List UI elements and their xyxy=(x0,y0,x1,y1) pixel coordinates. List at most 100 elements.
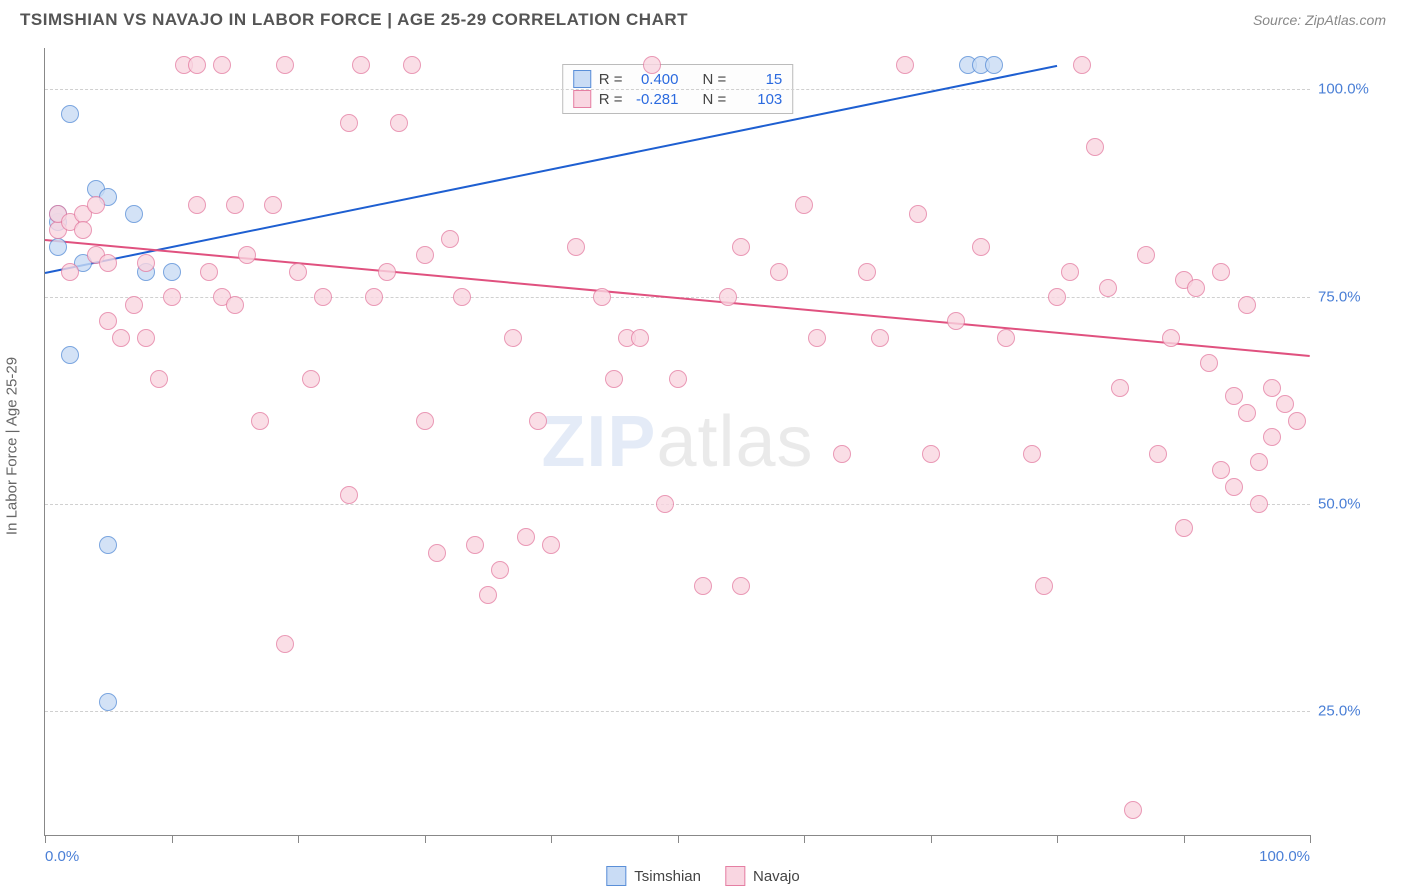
legend-label: Navajo xyxy=(753,868,800,885)
stats-row-tsimshian: R =0.400N =15 xyxy=(573,69,783,89)
stats-r-value: -0.281 xyxy=(631,91,679,108)
navajo-point xyxy=(213,56,231,74)
x-tick xyxy=(1184,835,1185,843)
navajo-point xyxy=(1175,519,1193,537)
tsimshian-swatch xyxy=(573,70,591,88)
tsimshian-point xyxy=(125,205,143,223)
navajo-point xyxy=(1238,296,1256,314)
navajo-legend-swatch xyxy=(725,866,745,886)
navajo-point xyxy=(1137,246,1155,264)
navajo-point xyxy=(909,205,927,223)
navajo-point xyxy=(833,445,851,463)
navajo-point xyxy=(1111,379,1129,397)
navajo-point xyxy=(428,544,446,562)
navajo-point xyxy=(542,536,560,554)
x-tick xyxy=(1310,835,1311,843)
navajo-point xyxy=(340,486,358,504)
navajo-point xyxy=(112,329,130,347)
navajo-point xyxy=(1288,412,1306,430)
navajo-point xyxy=(99,312,117,330)
navajo-point xyxy=(163,288,181,306)
navajo-point xyxy=(719,288,737,306)
x-tick xyxy=(425,835,426,843)
navajo-point xyxy=(1023,445,1041,463)
navajo-point xyxy=(1263,428,1281,446)
tsimshian-point xyxy=(49,238,67,256)
stats-r-label: R = xyxy=(599,91,623,108)
x-tick xyxy=(45,835,46,843)
navajo-point xyxy=(593,288,611,306)
navajo-point xyxy=(808,329,826,347)
y-axis-label: In Labor Force | Age 25-29 xyxy=(4,357,21,535)
tsimshian-point xyxy=(985,56,1003,74)
navajo-point xyxy=(466,536,484,554)
navajo-point xyxy=(491,561,509,579)
x-tick xyxy=(298,835,299,843)
navajo-point xyxy=(276,56,294,74)
navajo-point xyxy=(1061,263,1079,281)
navajo-point xyxy=(922,445,940,463)
tsimshian-point xyxy=(61,105,79,123)
navajo-point xyxy=(61,263,79,281)
navajo-point xyxy=(529,412,547,430)
x-tick xyxy=(804,835,805,843)
navajo-point xyxy=(200,263,218,281)
navajo-point xyxy=(1263,379,1281,397)
gridline-horizontal xyxy=(45,504,1310,505)
navajo-point xyxy=(188,196,206,214)
navajo-point xyxy=(643,56,661,74)
navajo-point xyxy=(517,528,535,546)
gridline-horizontal xyxy=(45,711,1310,712)
stats-r-label: R = xyxy=(599,71,623,88)
navajo-point xyxy=(732,238,750,256)
stats-n-label: N = xyxy=(703,71,727,88)
stats-row-navajo: R = -0.281 N = 103 xyxy=(573,89,783,109)
x-tick xyxy=(172,835,173,843)
navajo-point xyxy=(416,412,434,430)
navajo-point xyxy=(1048,288,1066,306)
navajo-point xyxy=(238,246,256,264)
navajo-point xyxy=(188,56,206,74)
navajo-point xyxy=(302,370,320,388)
x-tick xyxy=(931,835,932,843)
navajo-point xyxy=(1149,445,1167,463)
stats-n-value: 15 xyxy=(734,71,782,88)
navajo-point xyxy=(378,263,396,281)
navajo-point xyxy=(896,56,914,74)
x-tick-label: 100.0% xyxy=(1259,848,1310,865)
navajo-point xyxy=(770,263,788,281)
navajo-point xyxy=(605,370,623,388)
navajo-point xyxy=(1225,478,1243,496)
navajo-point xyxy=(416,246,434,264)
x-tick xyxy=(551,835,552,843)
navajo-point xyxy=(352,56,370,74)
stats-n-value: 103 xyxy=(734,91,782,108)
tsimshian-point xyxy=(61,346,79,364)
navajo-point xyxy=(694,577,712,595)
navajo-point xyxy=(99,254,117,272)
navajo-point xyxy=(453,288,471,306)
navajo-point xyxy=(567,238,585,256)
x-tick-label: 0.0% xyxy=(45,848,79,865)
navajo-point xyxy=(1250,495,1268,513)
y-tick-label: 100.0% xyxy=(1318,81,1382,98)
navajo-point xyxy=(795,196,813,214)
y-tick-label: 25.0% xyxy=(1318,702,1382,719)
tsimshian-point xyxy=(163,263,181,281)
stats-n-label: N = xyxy=(703,91,727,108)
navajo-point xyxy=(1073,56,1091,74)
watermark: ZIPatlas xyxy=(541,401,813,483)
navajo-point xyxy=(1225,387,1243,405)
navajo-point xyxy=(137,254,155,272)
tsimshian-point xyxy=(99,693,117,711)
navajo-point xyxy=(1212,461,1230,479)
navajo-point xyxy=(732,577,750,595)
navajo-swatch xyxy=(573,90,591,108)
navajo-point xyxy=(504,329,522,347)
navajo-point xyxy=(251,412,269,430)
navajo-point xyxy=(1187,279,1205,297)
legend-item-tsimshian: Tsimshian xyxy=(606,866,701,886)
navajo-point xyxy=(1124,801,1142,819)
navajo-point xyxy=(226,296,244,314)
navajo-point xyxy=(1086,138,1104,156)
